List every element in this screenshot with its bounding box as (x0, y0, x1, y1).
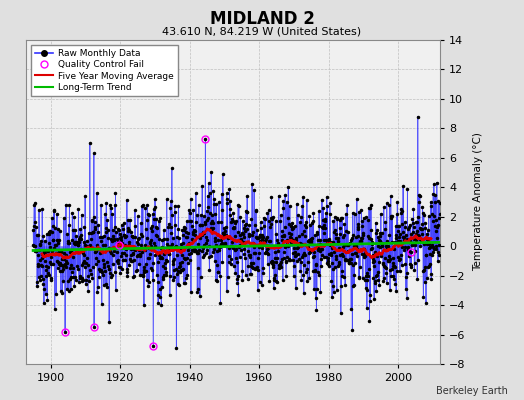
Text: MIDLAND 2: MIDLAND 2 (210, 10, 314, 28)
Legend: Raw Monthly Data, Quality Control Fail, Five Year Moving Average, Long-Term Tren: Raw Monthly Data, Quality Control Fail, … (31, 44, 178, 96)
Text: 43.610 N, 84.219 W (United States): 43.610 N, 84.219 W (United States) (162, 26, 362, 36)
Y-axis label: Temperature Anomaly (°C): Temperature Anomaly (°C) (473, 132, 483, 272)
Text: Berkeley Earth: Berkeley Earth (436, 386, 508, 396)
